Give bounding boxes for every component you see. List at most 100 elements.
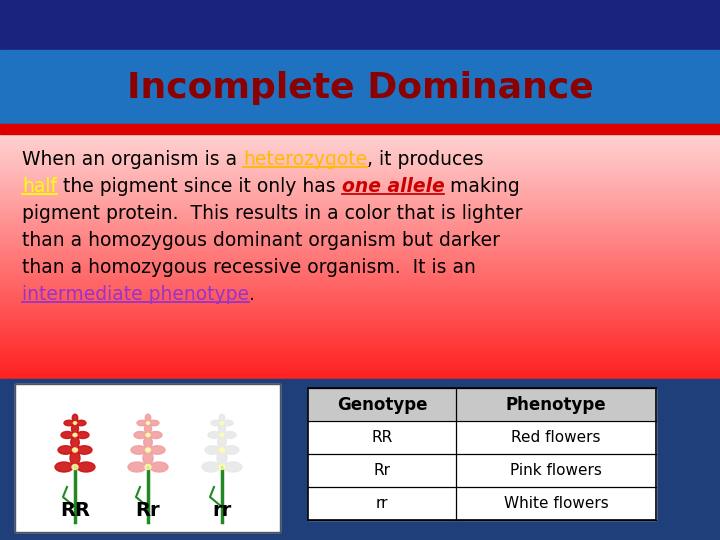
Ellipse shape: [224, 446, 239, 454]
Bar: [0, 346, 720, 349]
Ellipse shape: [150, 446, 165, 454]
Ellipse shape: [71, 436, 79, 448]
Ellipse shape: [219, 464, 225, 469]
Bar: [0, 195, 720, 199]
Ellipse shape: [217, 436, 226, 448]
Ellipse shape: [220, 422, 224, 424]
Ellipse shape: [58, 446, 73, 454]
Ellipse shape: [223, 420, 233, 426]
Text: Incomplete Dominance: Incomplete Dominance: [127, 71, 593, 105]
Text: heterozygote: heterozygote: [243, 150, 367, 169]
Bar: [0, 124, 720, 134]
Bar: [0, 192, 720, 195]
Ellipse shape: [77, 462, 95, 472]
Bar: [308, 388, 656, 421]
Ellipse shape: [143, 451, 153, 465]
Ellipse shape: [137, 420, 147, 426]
Bar: [0, 232, 720, 235]
Bar: [0, 324, 720, 328]
Bar: [0, 287, 720, 291]
Ellipse shape: [73, 433, 77, 437]
Ellipse shape: [134, 431, 147, 438]
Bar: [0, 222, 720, 226]
Ellipse shape: [70, 451, 80, 465]
Text: rr: rr: [376, 496, 388, 511]
Bar: [0, 352, 720, 355]
Bar: [0, 50, 720, 125]
Bar: [0, 300, 720, 303]
Text: Genotype: Genotype: [337, 395, 427, 414]
Ellipse shape: [72, 414, 78, 422]
Bar: [0, 321, 720, 325]
Bar: [0, 296, 720, 300]
Text: , it produces: , it produces: [367, 150, 484, 169]
Bar: [0, 235, 720, 239]
Bar: [15, 384, 280, 532]
Ellipse shape: [55, 462, 73, 472]
Bar: [0, 312, 720, 315]
Text: RR: RR: [372, 430, 392, 445]
Bar: [0, 342, 720, 346]
Bar: [0, 211, 720, 214]
Ellipse shape: [131, 446, 146, 454]
Bar: [0, 167, 720, 171]
Bar: [0, 226, 720, 230]
Bar: [0, 177, 720, 180]
Bar: [0, 155, 720, 159]
Text: Pink flowers: Pink flowers: [510, 463, 602, 478]
Bar: [0, 302, 720, 306]
Bar: [308, 454, 656, 487]
Ellipse shape: [208, 431, 220, 438]
Bar: [0, 275, 720, 279]
Bar: [0, 137, 720, 140]
Bar: [0, 207, 720, 211]
Bar: [308, 388, 656, 520]
Ellipse shape: [146, 422, 150, 424]
Bar: [0, 367, 720, 371]
Text: Rr: Rr: [135, 501, 161, 520]
Text: Rr: Rr: [374, 463, 390, 478]
Bar: [0, 269, 720, 272]
Bar: [0, 173, 720, 177]
Ellipse shape: [149, 420, 159, 426]
Ellipse shape: [145, 414, 150, 422]
Bar: [0, 376, 720, 380]
Bar: [0, 340, 720, 343]
Text: one allele: one allele: [341, 177, 444, 196]
Bar: [0, 229, 720, 232]
Bar: [0, 355, 720, 359]
Bar: [0, 330, 720, 334]
Bar: [0, 140, 720, 143]
Bar: [0, 238, 720, 241]
Ellipse shape: [73, 422, 76, 424]
Bar: [0, 309, 720, 312]
Bar: [0, 217, 720, 220]
Bar: [308, 421, 656, 454]
Bar: [0, 291, 720, 294]
Ellipse shape: [217, 451, 227, 465]
Bar: [0, 293, 720, 297]
Bar: [0, 266, 720, 269]
Text: pigment protein.  This results in a color that is lighter: pigment protein. This results in a color…: [22, 204, 523, 223]
Ellipse shape: [150, 431, 162, 438]
Bar: [0, 164, 720, 168]
Bar: [0, 333, 720, 337]
Ellipse shape: [77, 446, 92, 454]
Bar: [0, 373, 720, 377]
Bar: [0, 260, 720, 263]
Bar: [0, 278, 720, 281]
Text: rr: rr: [212, 501, 232, 520]
Bar: [0, 201, 720, 205]
Bar: [0, 379, 720, 540]
Ellipse shape: [220, 414, 225, 422]
Ellipse shape: [218, 424, 225, 434]
Ellipse shape: [145, 448, 150, 452]
Ellipse shape: [76, 420, 86, 426]
Bar: [0, 284, 720, 288]
Ellipse shape: [128, 462, 146, 472]
Text: making: making: [444, 177, 520, 196]
Text: .: .: [249, 285, 255, 304]
Text: the pigment since it only has: the pigment since it only has: [57, 177, 341, 196]
Bar: [15, 384, 280, 532]
Bar: [0, 152, 720, 156]
